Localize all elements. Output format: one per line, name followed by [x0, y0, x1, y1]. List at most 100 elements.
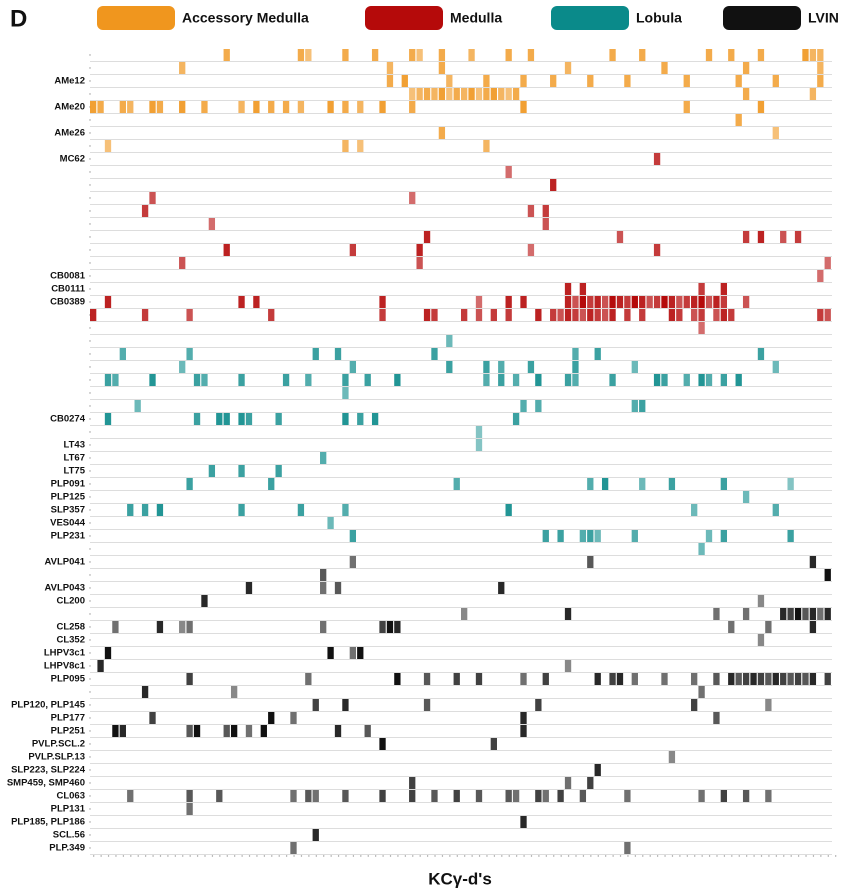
x-tick-dot — [738, 855, 740, 857]
cell — [327, 647, 334, 659]
x-tick-dot — [434, 855, 436, 857]
cell — [742, 673, 750, 685]
cell — [542, 790, 549, 802]
cell — [327, 101, 334, 113]
cell — [624, 309, 631, 321]
cell — [676, 296, 683, 308]
cell — [394, 374, 401, 386]
cell — [653, 374, 661, 386]
x-tick-dot — [701, 855, 703, 857]
cell — [698, 543, 705, 555]
row-label: LHPV8c1 — [44, 661, 86, 672]
cell — [720, 790, 728, 802]
cell — [282, 101, 290, 113]
cell — [609, 296, 616, 308]
cell — [127, 101, 134, 113]
cell — [149, 374, 156, 386]
y-tick-dot — [89, 80, 91, 82]
x-tick-dot — [805, 855, 807, 857]
cell — [579, 790, 587, 802]
cell — [364, 374, 371, 386]
cell — [490, 88, 497, 100]
row-label: SMP459, SMP460 — [7, 778, 85, 789]
cell — [809, 608, 817, 620]
cell — [765, 621, 772, 633]
cell — [282, 374, 290, 386]
y-tick-dot — [89, 613, 91, 615]
cell — [572, 361, 579, 373]
cell — [631, 400, 638, 412]
cell — [253, 296, 260, 308]
cell — [423, 231, 431, 243]
y-tick-dot — [89, 262, 91, 264]
x-tick-dot — [790, 855, 792, 857]
cell — [438, 127, 446, 139]
cell — [587, 530, 594, 542]
cell — [527, 205, 535, 217]
cell — [520, 75, 527, 87]
y-tick-dot — [89, 158, 91, 160]
x-tick-dot — [93, 855, 95, 857]
cell — [342, 387, 349, 399]
x-tick-dot — [152, 855, 154, 857]
x-tick-dot — [337, 855, 340, 857]
cell — [772, 673, 779, 685]
cell — [208, 465, 216, 477]
row-label: PLP.349 — [49, 843, 85, 854]
cell — [564, 374, 572, 386]
x-tick-dot — [797, 855, 800, 857]
y-tick-dot — [89, 808, 91, 810]
cell — [765, 699, 772, 711]
x-tick-dot — [233, 855, 236, 857]
x-tick-dot — [464, 855, 466, 857]
cell — [564, 608, 572, 620]
cell — [349, 647, 357, 659]
cell — [475, 88, 483, 100]
cell — [817, 309, 824, 321]
cell — [386, 621, 394, 633]
cell — [653, 244, 661, 256]
cell — [379, 296, 386, 308]
cell — [572, 374, 579, 386]
cell — [557, 530, 564, 542]
cell — [757, 49, 765, 61]
x-tick-dot — [315, 855, 318, 857]
cell — [475, 426, 483, 438]
cell — [661, 673, 668, 685]
y-tick-dot — [89, 678, 91, 680]
row-label: SLP357 — [51, 505, 85, 516]
cell — [312, 790, 319, 802]
cell — [201, 101, 208, 113]
cell — [223, 413, 230, 425]
cell — [416, 244, 423, 256]
y-tick-dot — [89, 834, 91, 836]
cell — [453, 673, 460, 685]
cell — [668, 478, 676, 490]
x-tick-dot — [530, 855, 533, 857]
cell — [542, 218, 549, 230]
y-tick-dot — [89, 496, 91, 498]
y-tick-dot — [89, 821, 91, 823]
x-tick-dot — [760, 855, 763, 857]
y-tick-dot — [89, 587, 91, 589]
x-tick-dot — [300, 855, 303, 857]
cell — [342, 504, 349, 516]
cell — [438, 62, 446, 74]
x-tick-dot — [619, 855, 622, 857]
cell — [772, 504, 779, 516]
y-tick-dot — [89, 132, 91, 134]
cell — [683, 296, 690, 308]
cell — [757, 673, 765, 685]
cell — [453, 88, 460, 100]
cell — [735, 114, 742, 126]
cell — [594, 530, 601, 542]
cell — [817, 49, 824, 61]
cell — [409, 777, 416, 789]
cell — [624, 75, 631, 87]
x-tick-dot — [515, 855, 518, 857]
cell — [735, 75, 742, 87]
cell — [483, 361, 490, 373]
cell — [720, 283, 728, 295]
cell — [579, 309, 587, 321]
cell — [223, 725, 230, 737]
